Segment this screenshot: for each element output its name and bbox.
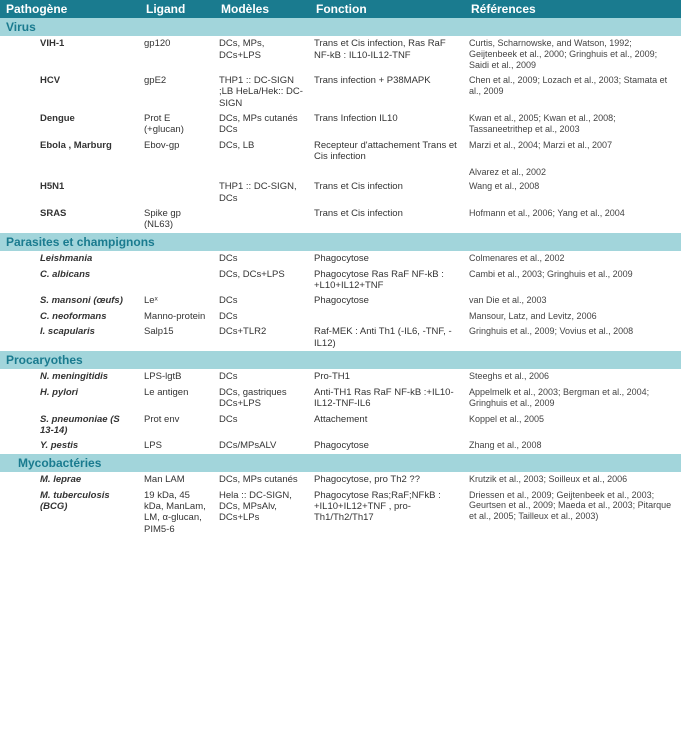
row-calbicans: C. albicans DCs, DCs+LPS Phagocytose Ras… (0, 267, 681, 294)
row-ypestis: Y. pestis LPS DCs/MPsALV Phagocytose Zha… (0, 438, 681, 453)
row-sras: SRAS Spike gp (NL63) Trans et Cis infect… (0, 206, 681, 233)
header-references: Références (465, 0, 681, 18)
row-smansoni: S. mansoni (œufs) Leˣ DCs Phagocytose va… (0, 293, 681, 308)
header-ligand: Ligand (140, 0, 215, 18)
row-leishmania: Leishmania DCs Phagocytose Colmenares et… (0, 251, 681, 266)
row-ebola: Ebola , Marburg Ebov-gp DCs, LB Recepteu… (0, 138, 681, 165)
row-ebola-ref2: Alvarez et al., 2002 (0, 165, 681, 180)
row-nmeningitidis: N. meningitidis LPS-lgtB DCs Pro-TH1 Ste… (0, 369, 681, 384)
row-h5n1: H5N1 THP1 :: DC-SIGN, DCs Trans et Cis i… (0, 179, 681, 206)
section-procaryotes: Procaryothes (0, 351, 681, 369)
header-models: Modèles (215, 0, 310, 18)
row-mleprae: M. leprae Man LAM DCs, MPs cutanés Phago… (0, 472, 681, 487)
section-parasites: Parasites et champignons (0, 233, 681, 251)
section-mycobacteries: Mycobactéries (0, 454, 681, 472)
row-hcv: HCV gpE2 THP1 :: DC-SIGN ;LB HeLa/Hek:: … (0, 73, 681, 111)
pathogen-table: Pathogène Ligand Modèles Fonction Référe… (0, 0, 681, 537)
row-mtuberculosis: M. tuberculosis (BCG) 19 kDa, 45 kDa, Ma… (0, 488, 681, 538)
section-virus: Virus (0, 18, 681, 36)
row-cneoformans: C. neoformans Manno-protein DCs Mansour,… (0, 309, 681, 324)
header-function: Fonction (310, 0, 465, 18)
row-iscapularis: I. scapularis Salp15 DCs+TLR2 Raf-MEK : … (0, 324, 681, 351)
row-dengue: Dengue Prot E (+glucan) DCs, MPs cutanés… (0, 111, 681, 138)
row-spneumoniae: S. pneumoniae (S 13-14) Prot env DCs Att… (0, 412, 681, 439)
row-hpylori: H. pylori Le antigen DCs, gastriques DCs… (0, 385, 681, 412)
header-pathogen: Pathogène (0, 0, 140, 18)
row-vih: VIH-1 gp120 DCs, MPs, DCs+LPS Trans et C… (0, 36, 681, 72)
